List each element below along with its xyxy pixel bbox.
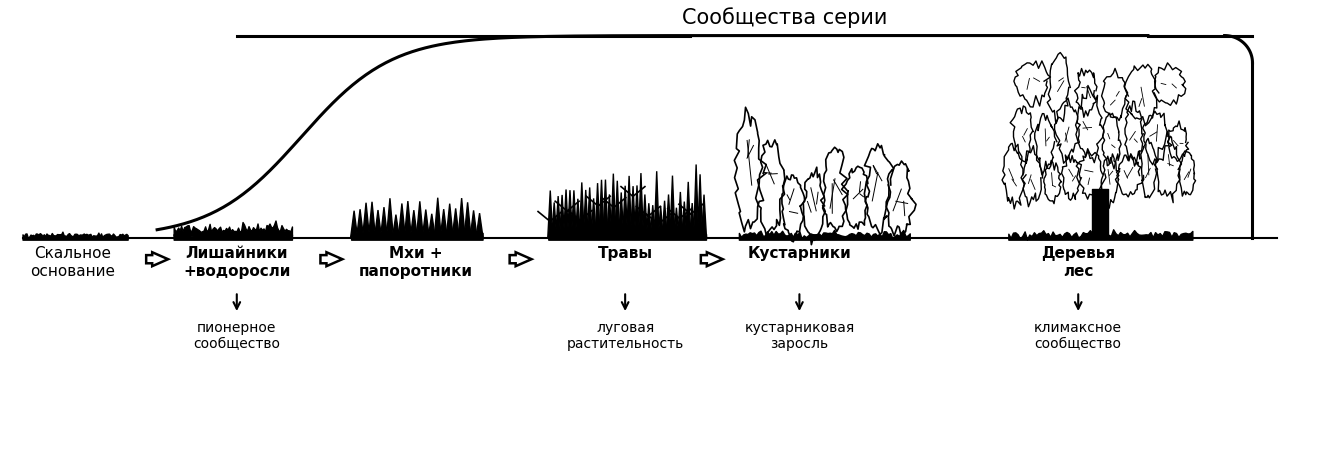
Polygon shape xyxy=(619,192,624,238)
Polygon shape xyxy=(607,195,612,238)
Text: Деревья
лес: Деревья лес xyxy=(1041,245,1115,279)
Polygon shape xyxy=(635,185,639,238)
Polygon shape xyxy=(583,190,589,238)
Polygon shape xyxy=(453,208,459,238)
Polygon shape xyxy=(576,199,581,238)
Polygon shape xyxy=(548,190,553,238)
Polygon shape xyxy=(655,171,659,238)
Polygon shape xyxy=(351,211,358,238)
Polygon shape xyxy=(428,214,436,238)
Text: пионерное
сообщество: пионерное сообщество xyxy=(193,321,280,352)
Polygon shape xyxy=(675,208,678,238)
Polygon shape xyxy=(693,164,698,238)
Text: Сообщества серии: Сообщества серии xyxy=(682,7,887,28)
Polygon shape xyxy=(682,202,686,238)
Polygon shape xyxy=(591,198,597,238)
Polygon shape xyxy=(623,186,627,238)
Text: Скальное
основание: Скальное основание xyxy=(30,245,115,279)
Polygon shape xyxy=(477,213,483,238)
Polygon shape xyxy=(615,181,620,238)
Polygon shape xyxy=(363,203,370,238)
Polygon shape xyxy=(404,201,412,238)
Polygon shape xyxy=(465,202,471,238)
Polygon shape xyxy=(659,206,663,238)
Text: Травы: Травы xyxy=(598,245,652,260)
Polygon shape xyxy=(686,182,690,238)
Polygon shape xyxy=(470,211,477,238)
Polygon shape xyxy=(422,210,429,238)
Text: Кустарники: Кустарники xyxy=(747,245,851,260)
Polygon shape xyxy=(697,174,702,238)
Polygon shape xyxy=(411,210,417,238)
Polygon shape xyxy=(639,173,643,238)
Polygon shape xyxy=(387,198,393,238)
Polygon shape xyxy=(441,209,447,238)
Polygon shape xyxy=(603,180,609,238)
Polygon shape xyxy=(689,203,694,238)
Polygon shape xyxy=(701,195,706,238)
Polygon shape xyxy=(560,195,565,238)
Polygon shape xyxy=(587,188,593,238)
Polygon shape xyxy=(368,202,375,238)
Text: кустарниковая
заросль: кустарниковая заросль xyxy=(744,321,854,352)
Polygon shape xyxy=(434,198,441,238)
Polygon shape xyxy=(399,204,405,238)
Polygon shape xyxy=(631,186,635,238)
Polygon shape xyxy=(643,195,647,238)
Text: Мхи +
папоротники: Мхи + папоротники xyxy=(359,245,473,279)
Polygon shape xyxy=(458,198,465,238)
Polygon shape xyxy=(564,189,569,238)
Polygon shape xyxy=(579,182,585,238)
Polygon shape xyxy=(375,210,381,238)
Polygon shape xyxy=(667,195,671,238)
Polygon shape xyxy=(627,176,631,238)
Polygon shape xyxy=(599,180,605,238)
Polygon shape xyxy=(671,176,675,238)
Polygon shape xyxy=(446,204,453,238)
Polygon shape xyxy=(556,196,561,238)
Polygon shape xyxy=(392,215,400,238)
Polygon shape xyxy=(380,207,388,238)
Polygon shape xyxy=(678,192,682,238)
Polygon shape xyxy=(651,205,655,238)
Polygon shape xyxy=(552,203,557,238)
Polygon shape xyxy=(647,203,651,238)
Text: Лишайники
+водоросли: Лишайники +водоросли xyxy=(183,245,290,279)
Polygon shape xyxy=(356,209,363,238)
Text: климаксное
сообщество: климаксное сообщество xyxy=(1035,321,1122,352)
Polygon shape xyxy=(611,173,616,238)
Polygon shape xyxy=(572,190,577,238)
Text: луговая
растительность: луговая растительность xyxy=(566,321,684,352)
Polygon shape xyxy=(568,190,573,238)
Polygon shape xyxy=(663,201,667,238)
Polygon shape xyxy=(416,201,424,238)
Polygon shape xyxy=(595,183,601,238)
